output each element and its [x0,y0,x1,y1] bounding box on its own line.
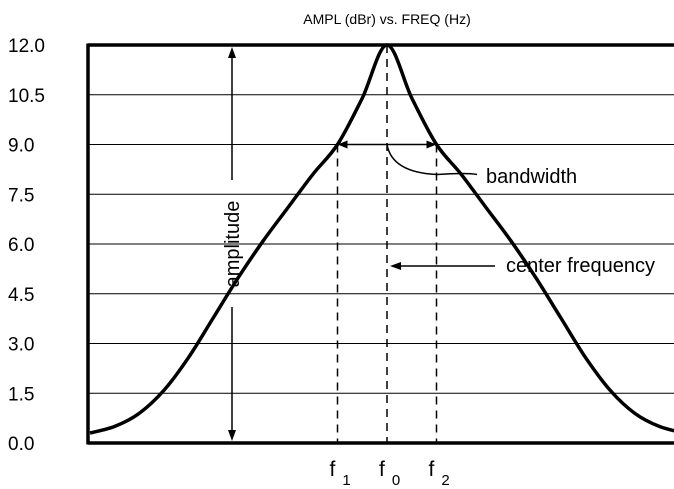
y-tick-labels: 12.0 10.5 9.0 7.5 6.0 4.5 3.0 1.5 0.0 [8,36,45,455]
bandwidth-label: bandwidth [486,166,577,188]
grid-lines [88,94,674,394]
amplitude-arrow-down-head [228,430,236,441]
chart-title: AMPL (dBr) vs. FREQ (Hz) [303,11,471,27]
response-curve [89,43,674,435]
center-frequency-arrow-head [390,262,401,270]
center-frequency-label: center frequency [506,255,655,277]
y-tick-label: 9.0 [8,136,34,157]
y-tick-label: 0.0 [8,434,34,455]
y-tick-label: 7.5 [8,185,34,206]
frequency-markers [336,45,438,443]
amplitude-label: amplitude [222,201,244,288]
y-tick-label: 6.0 [8,235,34,256]
y-tick-label: 12.0 [8,36,45,57]
y-tick-label: 1.5 [8,384,34,405]
axes [86,43,674,445]
y-tick-label: 10.5 [8,86,45,107]
amplitude-arrow-up-head [228,47,236,58]
bandwidth-leader [386,144,478,176]
annotations: bandwidth center frequency amplitude [222,47,655,441]
bandwidth-arrow-left-head [337,140,348,149]
bandwidth-arrow-right-head [426,140,437,149]
y-tick-label: 4.5 [8,285,34,306]
y-tick-label: 3.0 [8,335,34,356]
